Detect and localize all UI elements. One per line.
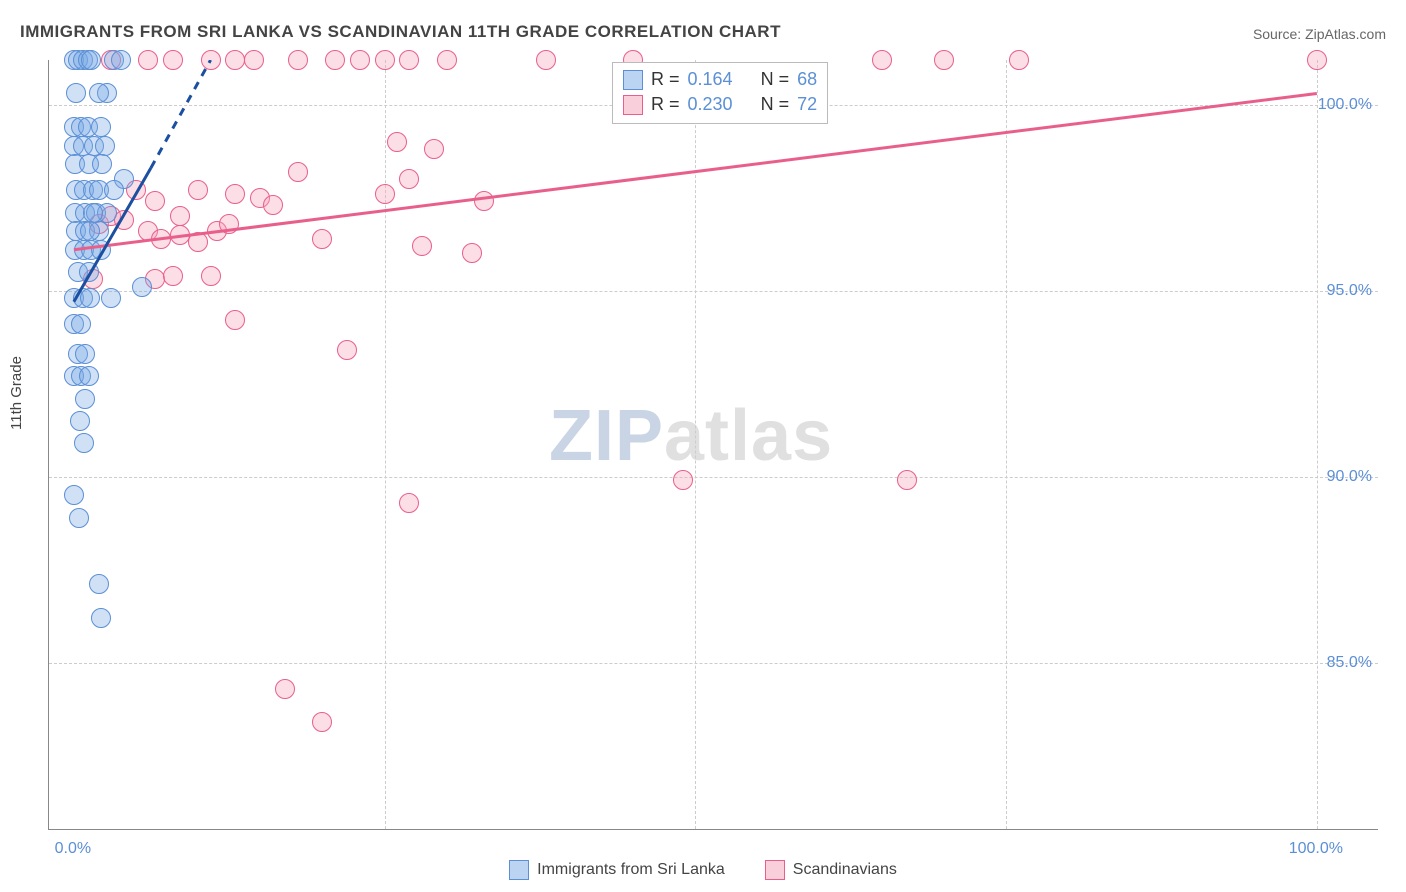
legend-swatch	[623, 95, 643, 115]
stat-n-value: 72	[797, 94, 817, 115]
legend-label: Scandinavians	[793, 861, 897, 879]
legend-swatch	[765, 860, 785, 880]
bottom-legend-item: Immigrants from Sri Lanka	[509, 860, 725, 880]
stats-legend-box: R = 0.164 N = 68 R = 0.230 N = 72	[612, 62, 828, 124]
stat-n-label: N =	[761, 94, 790, 115]
stat-r-value: 0.230	[688, 94, 733, 115]
y-axis-label: 11th Grade	[8, 356, 25, 430]
stat-n-label: N =	[761, 69, 790, 90]
trend-line	[49, 60, 1379, 830]
legend-swatch	[509, 860, 529, 880]
bottom-legend: Immigrants from Sri Lanka Scandinavians	[0, 860, 1406, 880]
scatter-plot-area: ZIPatlas 85.0%90.0%95.0%100.0%	[48, 60, 1378, 830]
stat-r-label: R =	[651, 94, 680, 115]
x-tick-label: 100.0%	[1289, 840, 1343, 858]
stat-r-label: R =	[651, 69, 680, 90]
chart-title: IMMIGRANTS FROM SRI LANKA VS SCANDINAVIA…	[20, 22, 781, 42]
source-label: Source: ZipAtlas.com	[1253, 26, 1386, 42]
stats-legend-row: R = 0.230 N = 72	[623, 92, 817, 117]
x-tick-label: 0.0%	[55, 840, 91, 858]
stat-r-value: 0.164	[688, 69, 733, 90]
stat-n-value: 68	[797, 69, 817, 90]
bottom-legend-item: Scandinavians	[765, 860, 897, 880]
stats-legend-row: R = 0.164 N = 68	[623, 67, 817, 92]
legend-swatch	[623, 70, 643, 90]
legend-label: Immigrants from Sri Lanka	[537, 861, 725, 879]
